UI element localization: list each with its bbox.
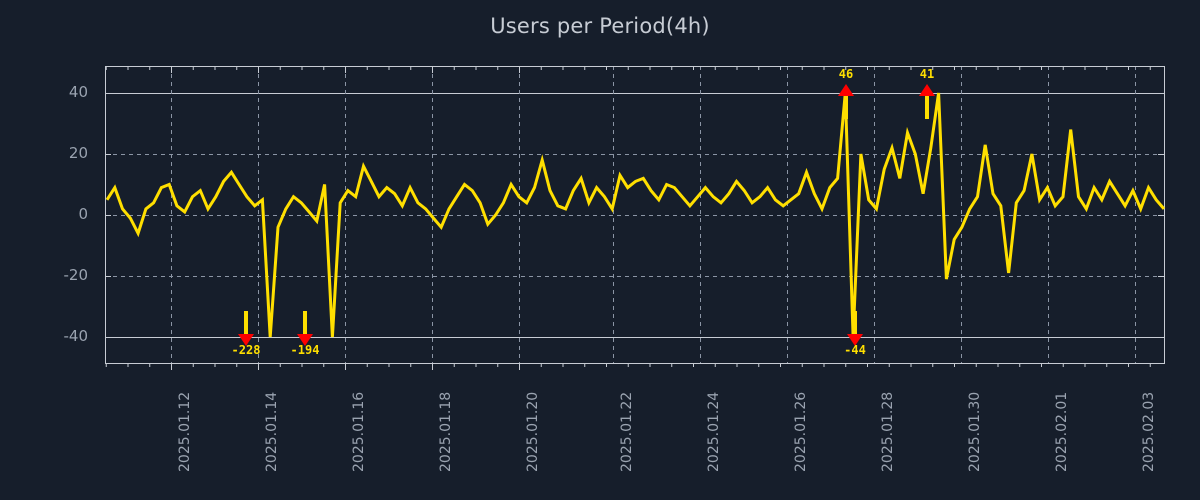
x-tick-label: 2025.02.03 <box>1141 391 1157 472</box>
annotation-label: 41 <box>919 67 935 81</box>
annotation-label: -44 <box>844 343 866 357</box>
x-tick-label: 2025.01.14 <box>264 391 280 472</box>
y-tick-label: 0 <box>78 205 88 223</box>
series-line <box>105 92 1166 338</box>
x-tick-label: 2025.01.24 <box>706 391 722 472</box>
y-tick-label: -20 <box>63 266 89 284</box>
axis-ticks <box>105 66 1164 370</box>
x-tick-label: 2025.01.30 <box>967 391 983 472</box>
clip-marker-triangle <box>838 84 854 96</box>
y-tick-label: -40 <box>63 327 89 345</box>
x-tick-label: 2025.01.26 <box>793 391 809 472</box>
x-tick-label: 2025.01.18 <box>438 391 454 472</box>
annotation-label: -194 <box>290 343 320 357</box>
annotation-label: -228 <box>231 343 261 357</box>
clip-marker-triangle <box>847 334 863 346</box>
clip-marker-triangle <box>919 84 935 96</box>
x-tick-label: 2025.01.16 <box>351 391 367 472</box>
clip-marker-triangle <box>238 334 254 346</box>
annotation-label: 46 <box>838 67 854 81</box>
y-tick-label: 20 <box>68 144 88 162</box>
x-tick-label: 2025.02.01 <box>1054 391 1070 472</box>
x-tick-label: 2025.01.22 <box>619 391 635 472</box>
chart-title: Users per Period(4h) <box>490 14 710 38</box>
clip-marker-triangle <box>297 334 313 346</box>
y-tick-label: 40 <box>68 83 88 101</box>
x-tick-label: 2025.01.28 <box>880 391 896 472</box>
x-tick-label: 2025.01.20 <box>525 391 541 472</box>
x-tick-label: 2025.01.12 <box>177 391 193 472</box>
clip-markers <box>238 84 935 346</box>
